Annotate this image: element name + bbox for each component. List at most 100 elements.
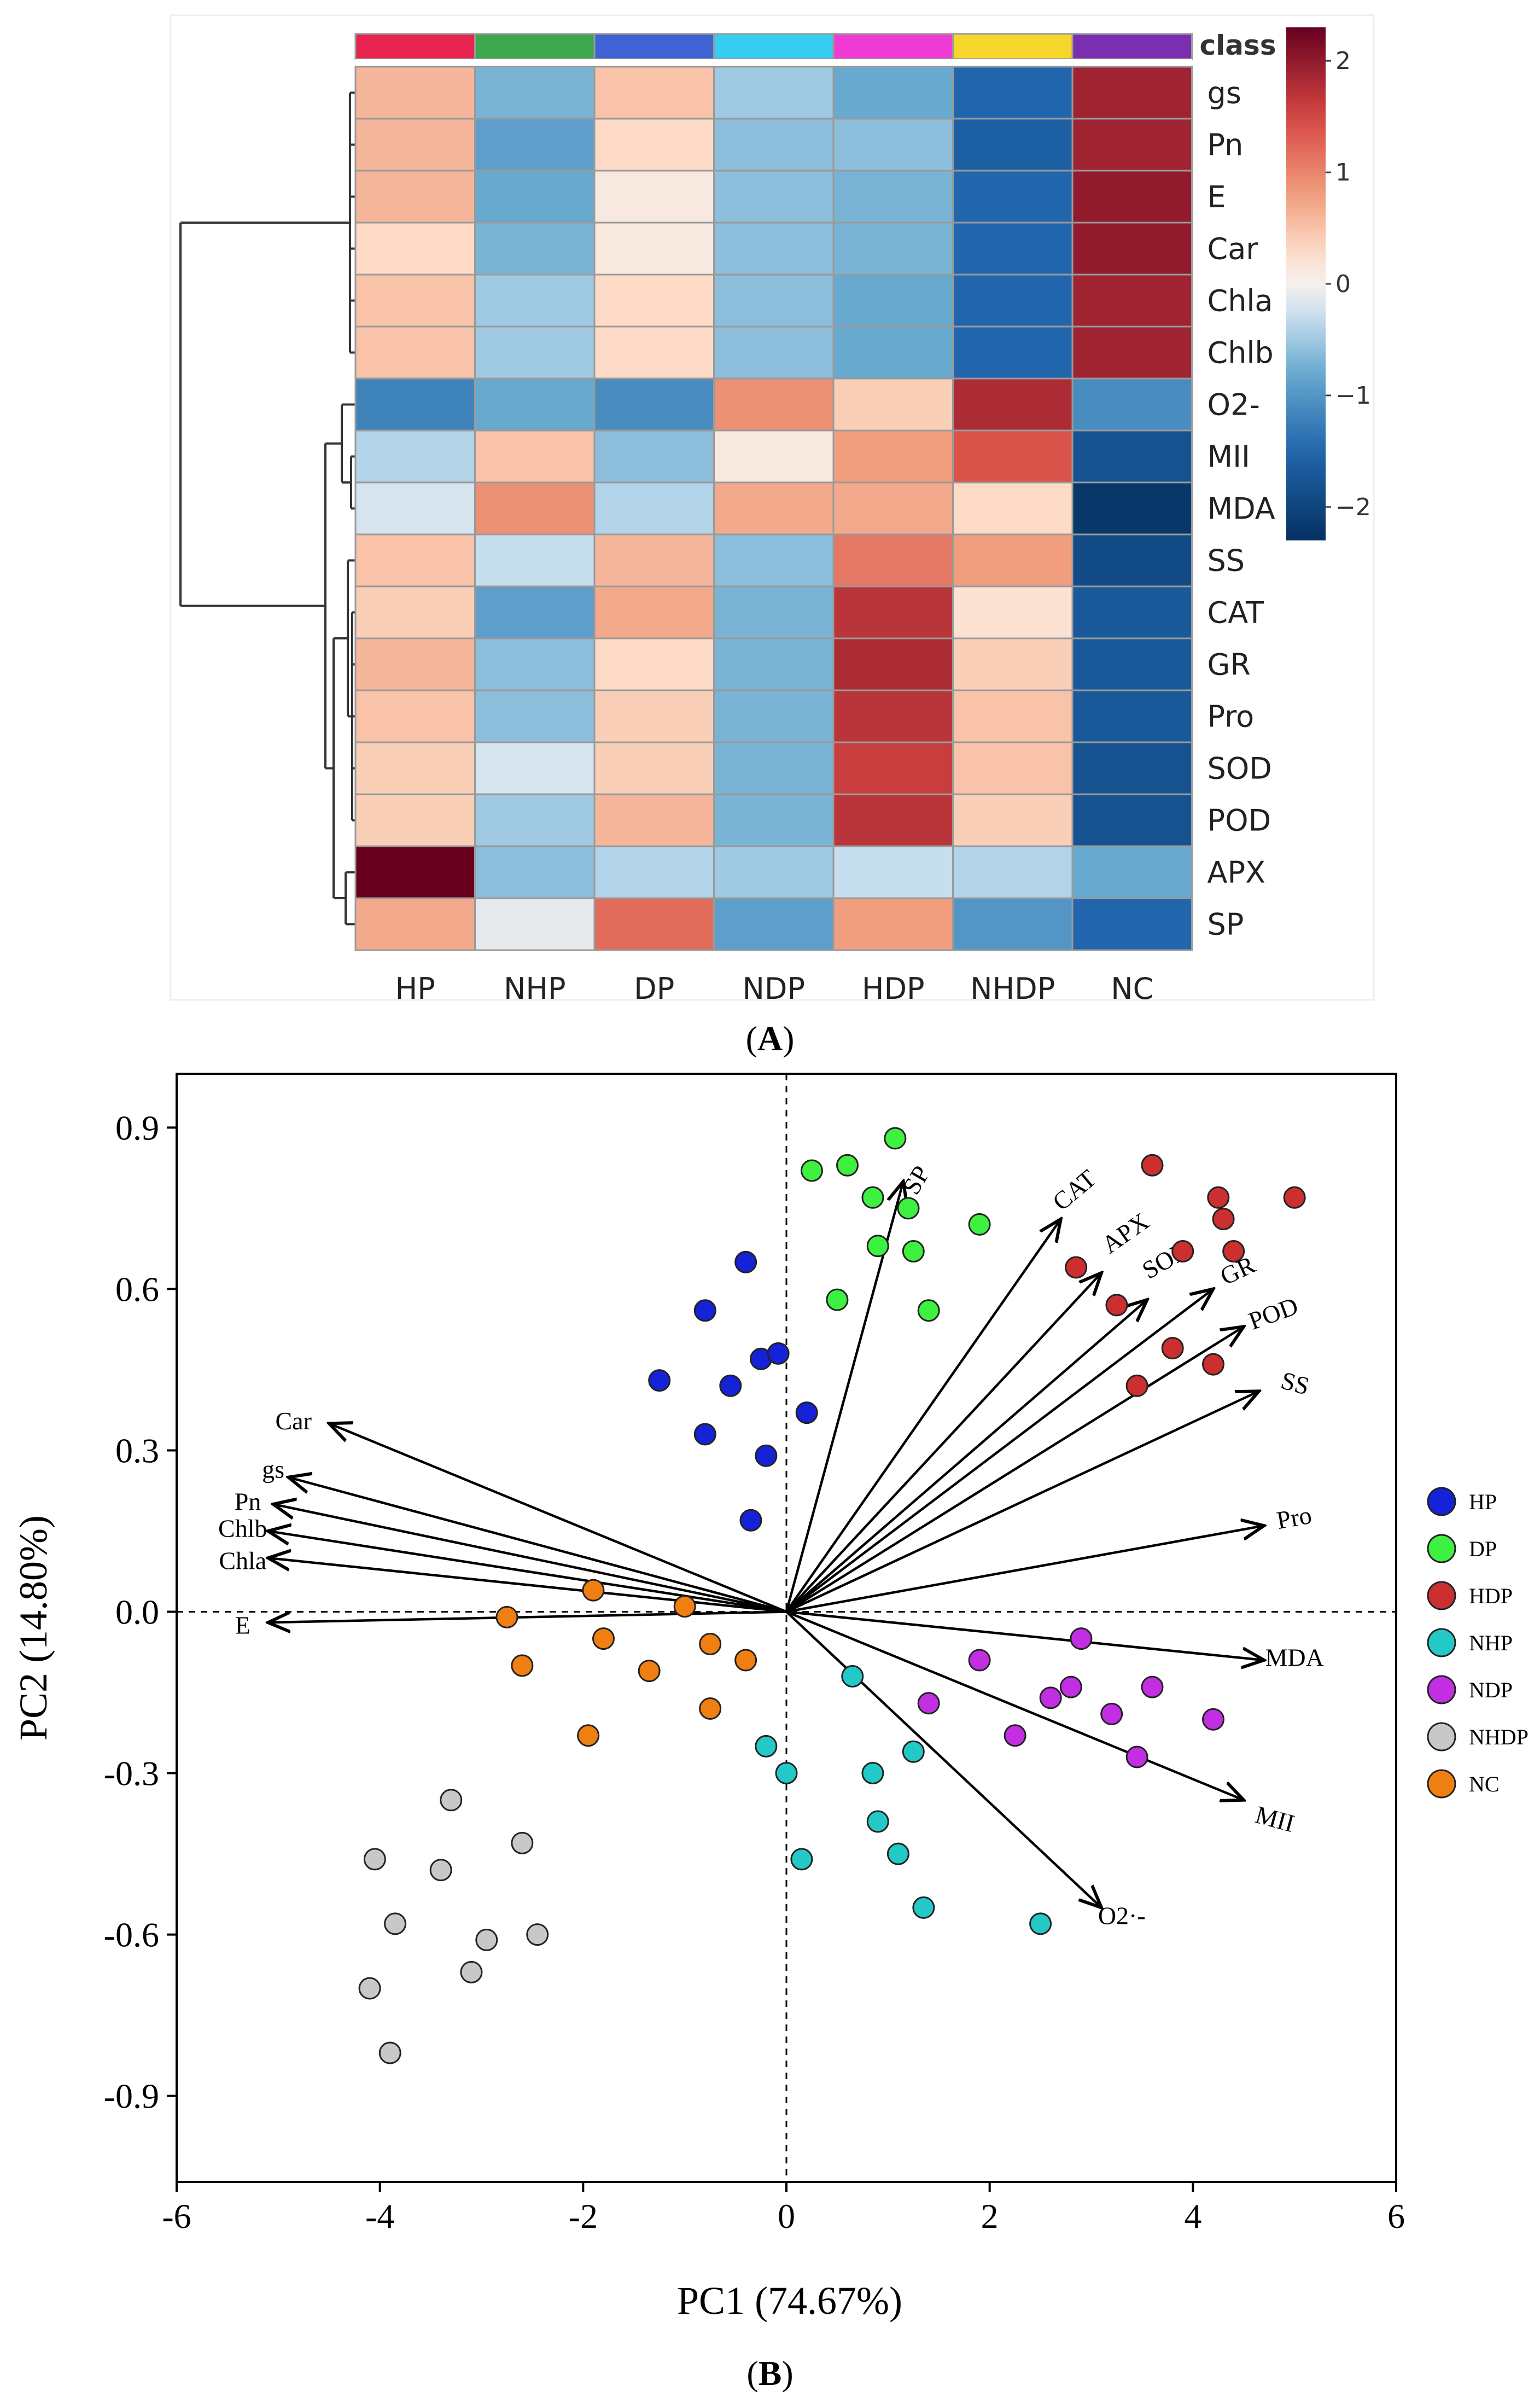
score-point-hdp (1125, 1374, 1148, 1397)
score-point-hdp (1161, 1337, 1184, 1360)
score-point-hp (767, 1342, 790, 1365)
score-point-nhdp (460, 1960, 483, 1983)
y-axis-ticks: 0.9 0.6 0.3 0.0 -0.3 -0.6 -0.9 (104, 1108, 177, 2116)
heatmap-cell-o2-dp (593, 377, 715, 432)
heatmap-cell-gs-ndp (713, 66, 835, 120)
legend-label: HDP (1469, 1584, 1513, 1608)
score-point-nhp (790, 1848, 813, 1871)
column-label: HP (395, 971, 435, 1006)
colorbar-tick-label: 1 (1335, 159, 1351, 187)
loading-arrow (786, 1391, 1259, 1613)
y-tick-label: 0.0 (115, 1592, 159, 1631)
score-point-ndp (917, 1692, 940, 1715)
heatmap-cell-cat-ndp (713, 585, 835, 639)
heatmap-cell-ss-nhp (474, 533, 596, 587)
score-point-dp (884, 1127, 907, 1150)
row-label: APX (1208, 856, 1266, 890)
column-label: NC (1111, 971, 1153, 1006)
heatmap-cell-sod-hdp (832, 741, 954, 795)
heatmap-cell-o2-ndp (713, 377, 835, 432)
score-point-nhdp (511, 1831, 534, 1854)
score-point-nhdp (429, 1859, 452, 1882)
colorbar-tick-label: 0 (1335, 270, 1351, 298)
heatmap-cell-sod-ndp (713, 741, 835, 795)
score-point-nc (734, 1649, 757, 1672)
heatmap-cell-chla-nhp (474, 274, 596, 328)
row-label: POD (1208, 804, 1271, 838)
heatmap-cell-cat-nhp (474, 585, 596, 639)
heatmap-cell-pro-nc (1071, 689, 1193, 743)
pca-biplot-panel: 0.90.60.30.0-0.3-0.6-0.9 -6 -4 -2 0 2 4 6 SP CA… (11, 1073, 1529, 2323)
heatmap-cell-gs-nhp (474, 66, 596, 120)
heatmap-cell-mda-dp (593, 481, 715, 536)
loading-arrow (786, 1526, 1264, 1613)
y-tick-label: 0.3 (115, 1431, 159, 1470)
legend-marker-dp (1427, 1534, 1456, 1563)
heatmap-cell-sod-nhdp (952, 741, 1074, 795)
heatmap-cell-cat-hdp (832, 585, 954, 639)
heatmap-cell-o2-nc (1071, 377, 1193, 432)
heatmap-cell-ss-nc (1071, 533, 1193, 587)
heatmap-cell-e-hdp (832, 170, 954, 224)
heatmap-cell-ss-hp (354, 533, 476, 587)
score-point-nc (673, 1595, 696, 1618)
heatmap-cell-sp-nhdp (952, 897, 1074, 951)
score-point-nhdp (384, 1912, 407, 1935)
heatmap-cell-ss-hdp (832, 533, 954, 587)
heatmap-cell-sp-hp (354, 897, 476, 951)
loading-label: Car (275, 1407, 311, 1435)
heatmap-cell-e-ndp (713, 170, 835, 224)
heatmap-cell-pod-hdp (832, 793, 954, 847)
score-point-hdp (1141, 1154, 1164, 1177)
loading-arrow (785, 1610, 1101, 1907)
heatmap-cell-mii-hdp (832, 429, 954, 484)
row-label: CAT (1208, 596, 1264, 630)
score-point-nhp (886, 1842, 909, 1865)
loading-arrow (785, 1300, 1147, 1613)
score-point-dp (902, 1240, 925, 1263)
loading-arrow (268, 1610, 787, 1622)
x-tick-label: -4 (365, 2197, 394, 2236)
x-axis-label: PC1 (74.67%) (677, 2279, 902, 2323)
score-point-hp (693, 1299, 716, 1322)
score-point-hdp (1222, 1240, 1245, 1263)
class-swatch-nhdp (952, 33, 1074, 60)
loading-arrow (785, 1273, 1101, 1613)
score-point-hp (648, 1369, 671, 1392)
score-point-dp (861, 1186, 884, 1209)
heatmap-cell-pod-nhdp (952, 793, 1074, 847)
heatmap-cell-e-nc (1071, 170, 1193, 224)
row-label: Car (1208, 232, 1259, 266)
heatmap-cell-gr-dp (593, 637, 715, 691)
score-point-dp (968, 1213, 991, 1236)
y-tick-label: -0.3 (104, 1754, 159, 1793)
row-label: O2- (1208, 388, 1260, 422)
score-point-ndp (1004, 1724, 1026, 1747)
heatmap-cell-apx-dp (593, 845, 715, 899)
score-point-hdp (1105, 1294, 1128, 1317)
heatmap-cell-mda-nhp (474, 481, 596, 536)
score-point-ndp (1100, 1702, 1123, 1725)
heatmap-cell-mda-nc (1071, 481, 1193, 536)
heatmap-cell-pod-ndp (713, 793, 835, 847)
row-labels: gs Pn E Car Chla Chlb O2- MII MDA SS CAT GR Pro SOD PO… (1208, 76, 1275, 942)
heatmap-cell-pod-hp (354, 793, 476, 847)
x-axis-ticks: -6 -4 -2 0 2 4 6 (162, 2182, 1405, 2236)
row-dendrogram (179, 91, 355, 926)
y-tick-label: 0.6 (115, 1270, 159, 1308)
row-label: Chla (1208, 284, 1273, 318)
heatmap-cell-pn-dp (593, 118, 715, 172)
colorbar-gradient (1286, 27, 1326, 540)
heatmap-cell-pro-nhdp (952, 689, 1074, 743)
score-point-hp (693, 1423, 716, 1446)
heatmap-cell-mda-ndp (713, 481, 835, 536)
score-point-ndp (1125, 1745, 1148, 1768)
heatmap-cell-pro-nhp (474, 689, 596, 743)
y-tick-label: 0.9 (115, 1108, 159, 1147)
zero-guides (177, 1074, 1396, 2182)
class-swatch-dp (593, 33, 715, 60)
class-bar (354, 33, 1193, 67)
class-swatch-nhp (474, 33, 596, 60)
heatmap-cell-chla-nhdp (952, 274, 1074, 328)
score-point-dp (800, 1159, 823, 1182)
